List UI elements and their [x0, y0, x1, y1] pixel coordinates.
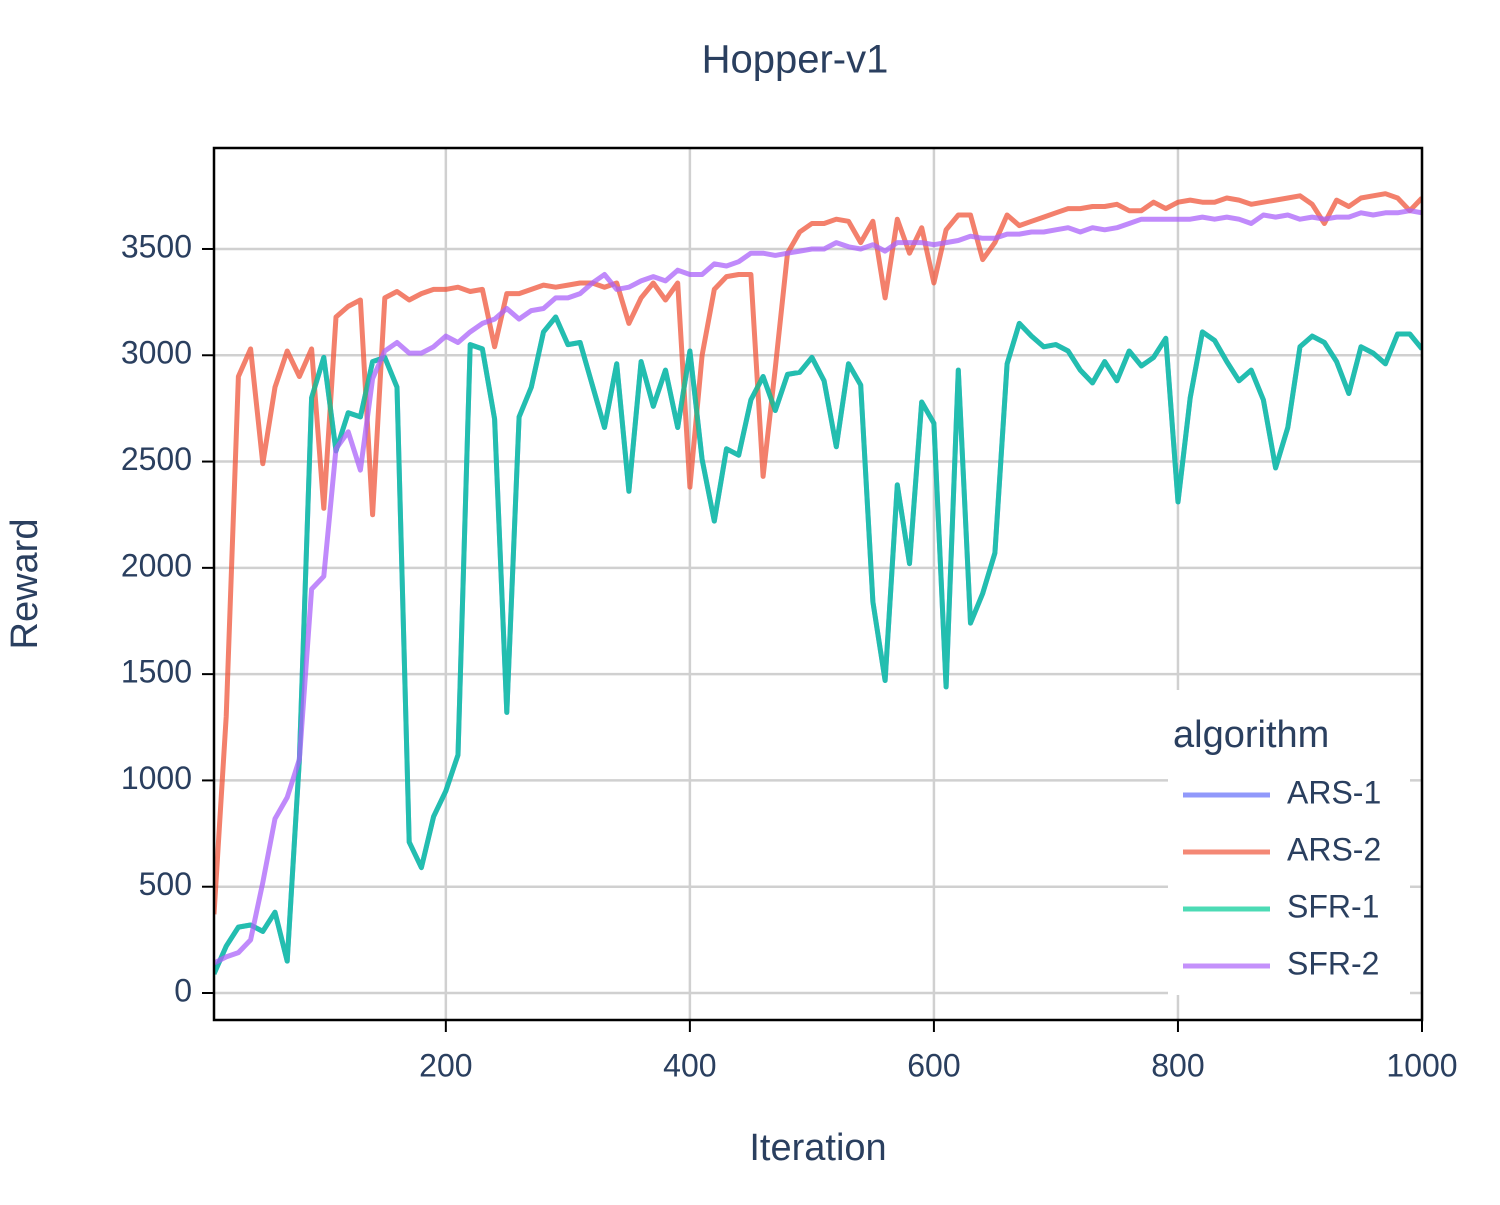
- lines: [214, 191, 1422, 975]
- y-tick-label: 0: [174, 972, 192, 1008]
- legend-label: SFR-1: [1287, 888, 1379, 924]
- plot-frame: [212, 146, 1424, 1022]
- y-tick-label: 3000: [121, 335, 192, 371]
- y-tick-label: 3500: [121, 228, 192, 264]
- y-tick-label: 500: [139, 866, 192, 902]
- legend-title: algorithm: [1173, 714, 1329, 756]
- legend-label: ARS-2: [1287, 831, 1381, 867]
- y-axis-label: Reward: [4, 519, 46, 650]
- legend-box: [1168, 690, 1410, 995]
- series-line: [214, 208, 1422, 966]
- x-tick-label: 800: [1151, 1047, 1204, 1083]
- x-tick-label: 400: [663, 1047, 716, 1083]
- x-axis-label: Iteration: [749, 1127, 886, 1169]
- series-line: [214, 314, 1422, 975]
- legend-label: ARS-1: [1287, 774, 1381, 810]
- y-tick-label: 1500: [121, 654, 192, 690]
- y-tick-label: 1000: [121, 760, 192, 796]
- x-tick-label: 600: [907, 1047, 960, 1083]
- x-tick-label: 200: [419, 1047, 472, 1083]
- y-tick-label: 2500: [121, 441, 192, 477]
- legend-label: SFR-2: [1287, 945, 1379, 981]
- x-tick-label: 1000: [1386, 1047, 1457, 1083]
- chart-title: Hopper-v1: [702, 38, 889, 82]
- legend: algorithm ARS-1 ARS-2 SFR-1 SFR-2: [1168, 690, 1410, 995]
- y-tick-label: 2000: [121, 547, 192, 583]
- series-line: [214, 191, 1422, 915]
